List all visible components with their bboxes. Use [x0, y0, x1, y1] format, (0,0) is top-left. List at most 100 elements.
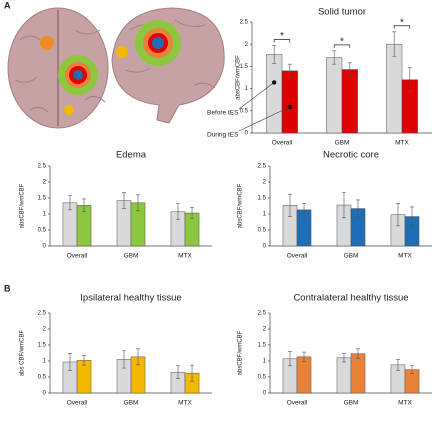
x-tick-label: MTX [398, 400, 412, 407]
chart-title: Edema [116, 150, 147, 161]
y-tick-label: 2 [263, 327, 267, 333]
bar [281, 70, 298, 134]
panel-label: A [4, 0, 11, 10]
x-tick-label: MTX [178, 253, 192, 260]
y-tick-label: 0 [263, 244, 267, 250]
error-bar [347, 62, 352, 77]
legend-dot [272, 80, 277, 85]
y-tick-label: 1 [245, 86, 249, 92]
y-tick-label: 0.5 [258, 375, 267, 381]
y-tick-label: 0 [43, 391, 47, 397]
legend-leader [238, 106, 290, 132]
x-tick-label: GBM [344, 400, 359, 407]
y-tick-label: 0 [43, 244, 47, 250]
error-bar [67, 195, 72, 211]
error-bar [287, 193, 292, 217]
bar [266, 54, 283, 134]
error-bar [82, 198, 87, 213]
y-tick-label: 2.5 [38, 311, 47, 317]
error-bar [121, 192, 126, 209]
error-bar [392, 31, 397, 57]
error-bar [410, 206, 415, 227]
chart-title: Solid tumor [318, 7, 366, 18]
significance-star: * [340, 37, 344, 48]
y-tick-label: 2 [263, 180, 267, 186]
legend-leader [238, 82, 275, 110]
bar [336, 357, 352, 394]
significance-star: * [400, 17, 404, 28]
x-tick-label: GBM [124, 253, 139, 260]
y-tick-label: 2 [43, 327, 47, 333]
chart-title: Necrotic core [323, 150, 379, 161]
error-bar [136, 194, 141, 212]
error-bar [395, 359, 400, 371]
error-bar [67, 353, 72, 371]
error-bar [190, 207, 195, 219]
bar [350, 353, 366, 394]
error-bar [121, 350, 126, 369]
y-axis-label: absCBF/wmCBF [238, 330, 244, 375]
y-tick-label: 2.5 [240, 20, 249, 26]
y-tick-label: 1 [43, 212, 47, 218]
error-bar [341, 191, 346, 219]
y-tick-label: 2.5 [258, 311, 267, 317]
error-bar [356, 199, 361, 218]
x-tick-label: MTX [398, 253, 412, 260]
error-bar [302, 203, 307, 217]
error-bar [341, 353, 346, 363]
error-bar [272, 45, 277, 64]
x-tick-label: Overall [287, 400, 308, 407]
error-bar [136, 348, 141, 366]
y-axis-label: absCBF/wmCBF [236, 55, 242, 100]
y-tick-label: 2 [43, 180, 47, 186]
brain-top-view [7, 7, 109, 129]
x-tick-label: Overall [67, 400, 88, 407]
bar [341, 69, 358, 134]
significance-bracket [273, 39, 291, 43]
y-tick-label: 0.5 [240, 108, 249, 114]
y-tick-label: 1.5 [38, 343, 47, 349]
significance-star: * [280, 31, 284, 42]
error-bar [82, 355, 87, 366]
y-tick-label: 0.5 [38, 228, 47, 234]
x-tick-label: Overall [272, 140, 293, 147]
y-axis-label: absCBF/wmCBF [238, 183, 244, 228]
significance-bracket [393, 25, 411, 29]
x-tick-label: GBM [344, 253, 359, 260]
x-tick-label: GBM [335, 140, 350, 147]
y-tick-label: 1.5 [38, 196, 47, 202]
error-bar [395, 203, 400, 227]
y-tick-label: 0.5 [258, 228, 267, 234]
y-axis-label: absCBF/wmCBF [20, 183, 26, 228]
error-bar [190, 364, 195, 382]
y-tick-label: 1 [43, 359, 47, 365]
error-bar [175, 365, 180, 379]
error-bar [332, 50, 337, 65]
x-tick-label: Overall [67, 253, 88, 260]
chart-title: Ipsilateral healthy tissue [80, 293, 181, 304]
error-bar [356, 348, 361, 359]
error-bar [287, 351, 292, 367]
error-bar [407, 67, 412, 93]
x-tick-label: Overall [287, 253, 308, 260]
brain-side-view [111, 7, 225, 124]
panel-label: B [4, 283, 11, 293]
x-tick-label: GBM [124, 400, 139, 407]
x-tick-label: MTX [178, 400, 192, 407]
y-tick-label: 0 [245, 131, 249, 137]
chart-title: Contralateral healthy tissue [293, 293, 408, 304]
y-tick-label: 2.5 [38, 164, 47, 170]
y-tick-label: 2 [245, 42, 249, 48]
y-axis-label: abs CBF/wmCBF [20, 329, 26, 376]
y-tick-label: 0.5 [38, 375, 47, 381]
error-bar [175, 203, 180, 221]
y-tick-label: 1.5 [258, 343, 267, 349]
significance-bracket [333, 44, 351, 48]
error-bar [302, 351, 307, 362]
legend-dot [287, 104, 292, 110]
y-tick-label: 1 [263, 212, 267, 218]
y-tick-label: 2.5 [258, 164, 267, 170]
error-bar [410, 365, 415, 374]
legend-label: During tES [207, 132, 239, 139]
